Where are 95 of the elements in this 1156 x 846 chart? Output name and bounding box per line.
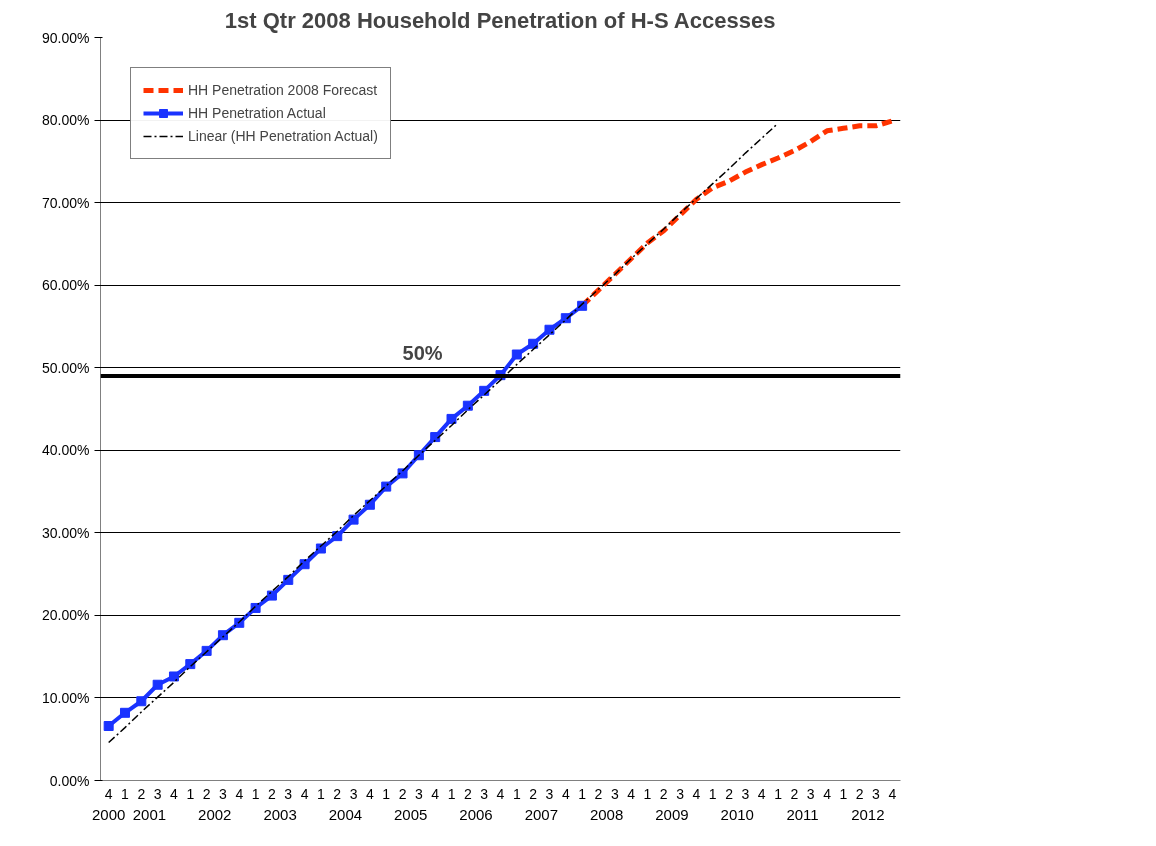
x-tick-label: 4 xyxy=(365,785,374,802)
point xyxy=(462,400,473,411)
point xyxy=(364,499,375,510)
y-tick-label: 0.00% xyxy=(49,772,90,789)
text: 2007 xyxy=(524,805,559,823)
x-tick-label: 4 xyxy=(888,785,897,802)
x-tick-label: 2 xyxy=(725,785,734,802)
x-tick-label: 2 xyxy=(790,785,799,802)
x-tick-label: 3 xyxy=(806,785,815,802)
x-tick-label: 1 xyxy=(251,785,260,802)
x-tick-label: 4 xyxy=(823,785,832,802)
x-tick-label: 1 xyxy=(839,785,848,802)
x-tick-label: 3 xyxy=(219,785,228,802)
text: 2008 xyxy=(589,805,624,823)
point xyxy=(152,679,163,690)
legend-label: Linear (HH Penetration Actual) xyxy=(188,128,378,144)
text: 2002 xyxy=(198,805,232,823)
text: 2012 xyxy=(851,805,885,823)
y-tick-label: 50.00% xyxy=(42,359,90,376)
point xyxy=(168,671,179,682)
point xyxy=(446,413,457,424)
x-tick-label: 1 xyxy=(186,785,195,802)
text: 2001 xyxy=(132,805,167,823)
x-tick-label: 1 xyxy=(447,785,456,802)
point xyxy=(511,349,522,360)
x-tick-label: 2 xyxy=(659,785,668,802)
point xyxy=(266,590,277,601)
text: 2005 xyxy=(394,805,428,823)
point xyxy=(119,707,130,718)
x-tick-label: 3 xyxy=(153,785,162,802)
x-tick-label: 2 xyxy=(333,785,342,802)
y-tick-label: 10.00% xyxy=(42,689,90,706)
x-tick-label: 4 xyxy=(235,785,244,802)
point xyxy=(430,432,441,443)
text: 2000 xyxy=(91,805,126,823)
x-tick-label: 1 xyxy=(578,785,587,802)
x-tick-label: 3 xyxy=(676,785,685,802)
y-tick-label: 40.00% xyxy=(42,442,90,459)
x-tick-label: 3 xyxy=(480,785,489,802)
y-tick-label: 80.00% xyxy=(42,112,90,129)
x-tick-label: 1 xyxy=(774,785,783,802)
point xyxy=(332,531,343,542)
x-tick-label: 1 xyxy=(512,785,521,802)
x-tick-label: 2 xyxy=(463,785,472,802)
text: 2009 xyxy=(655,805,689,823)
point xyxy=(348,514,359,525)
x-tick-label: 1 xyxy=(317,785,326,802)
y-tick-label: 20.00% xyxy=(42,607,90,624)
x-tick-label: 3 xyxy=(284,785,293,802)
x-tick-label: 4 xyxy=(757,785,766,802)
y-tick-label: 60.00% xyxy=(42,277,90,294)
point xyxy=(217,630,228,641)
point xyxy=(103,721,114,732)
y-tick-label: 90.00% xyxy=(42,29,90,46)
x-tick-label: 1 xyxy=(708,785,717,802)
point xyxy=(544,324,555,335)
text: 2004 xyxy=(328,805,363,823)
x-tick-label: 3 xyxy=(414,785,423,802)
x-tick-label: 2 xyxy=(137,785,146,802)
text: 2003 xyxy=(263,805,297,823)
chart-title: 1st Qtr 2008 Household Penetration of H-S Accesses xyxy=(224,7,776,33)
text: 2006 xyxy=(459,805,493,823)
x-tick-label: 1 xyxy=(643,785,652,802)
x-tick-label: 4 xyxy=(692,785,701,802)
x-tick-label: 3 xyxy=(349,785,358,802)
x-tick-label: 4 xyxy=(300,785,309,802)
x-tick-label: 4 xyxy=(104,785,113,802)
point xyxy=(397,468,408,479)
x-tick-label: 4 xyxy=(627,785,636,802)
x-tick-label: 2 xyxy=(398,785,407,802)
legend-label: HH Penetration Actual xyxy=(188,105,326,121)
x-tick-label: 4 xyxy=(170,785,179,802)
y-tick-label: 30.00% xyxy=(42,524,90,541)
legend-label: HH Penetration 2008 Forecast xyxy=(188,82,378,98)
x-tick-label: 2 xyxy=(594,785,603,802)
x-tick-label: 4 xyxy=(431,785,440,802)
x-tick-label: 3 xyxy=(872,785,881,802)
point xyxy=(299,559,310,570)
x-tick-label: 2 xyxy=(202,785,211,802)
y-tick-label: 70.00% xyxy=(42,194,90,211)
x-tick-label: 1 xyxy=(382,785,391,802)
x-tick-label: 4 xyxy=(561,785,570,802)
x-tick-label: 2 xyxy=(268,785,277,802)
x-tick-label: 3 xyxy=(545,785,554,802)
point xyxy=(136,696,147,707)
x-tick-label: 2 xyxy=(529,785,538,802)
text: 2011 xyxy=(786,805,819,823)
x-tick-label: 3 xyxy=(741,785,750,802)
x-tick-label: 2 xyxy=(855,785,864,802)
x-tick-label: 4 xyxy=(496,785,505,802)
annotation: 50% xyxy=(402,341,443,364)
point xyxy=(528,338,539,349)
x-tick-label: 3 xyxy=(610,785,619,802)
x-tick-label: 1 xyxy=(121,785,130,802)
text: 2010 xyxy=(720,805,754,823)
